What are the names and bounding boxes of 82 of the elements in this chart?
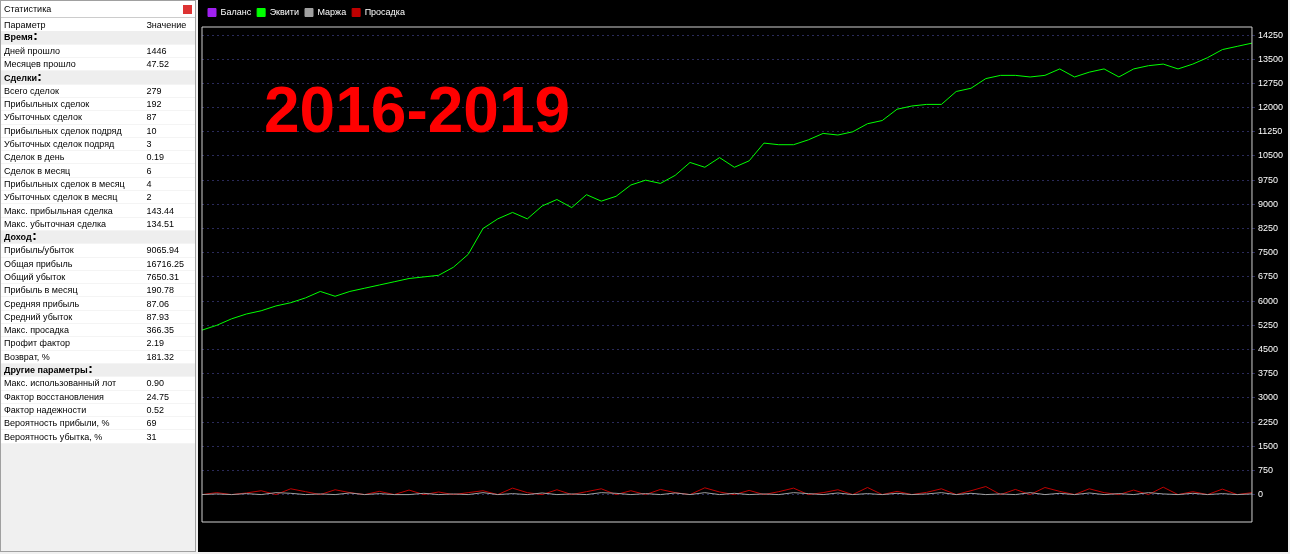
y-tick-label: 13500	[1257, 53, 1283, 64]
text: 16716.25	[146, 258, 184, 269]
y-tick-label: 8250	[1257, 223, 1278, 234]
text: 87	[146, 112, 157, 123]
category-label: Прибыльных сделок подряд	[3, 124, 123, 138]
y-tick-label: 1500	[1257, 440, 1278, 451]
category-label: Общий убыток	[3, 271, 67, 284]
category-label: Средняя прибыль	[3, 297, 81, 311]
y-tick-label: 10500	[1257, 150, 1283, 161]
text: 181.32	[146, 351, 174, 362]
y-tick-label: 9000	[1257, 198, 1278, 209]
text: 6	[146, 165, 152, 176]
category-label: Убыточных сделок	[3, 111, 83, 125]
text: 3	[146, 139, 152, 150]
category-label: Макс. убыточная сделка	[3, 217, 108, 231]
text: 24.75	[146, 391, 169, 402]
y-tick-label: 12000	[1257, 102, 1283, 113]
category-label: Макс. прибыльная сделка	[3, 204, 114, 218]
annotation: 2016-2019	[264, 73, 571, 146]
y-tick-label: 3750	[1257, 368, 1278, 379]
text: Параметр	[3, 18, 47, 31]
category-label: Профит фактор	[3, 337, 71, 351]
legend-label: Эквити	[269, 6, 300, 17]
category-label: Месяцев прошло	[3, 58, 77, 71]
y-tick-label: 6000	[1257, 295, 1278, 306]
text: 1446	[146, 45, 167, 56]
text: 0.19	[146, 152, 164, 163]
y-tick-label: 7500	[1257, 247, 1278, 258]
category-label: Дней прошло	[3, 44, 62, 58]
text: Статистика	[4, 4, 53, 14]
text: 2.19	[146, 338, 164, 349]
y-tick-label: 2250	[1257, 416, 1278, 427]
text: 143.44	[146, 205, 174, 216]
text: 87.06	[146, 298, 169, 309]
category-label: Возврат, %	[3, 350, 51, 364]
legend-label: Просадка	[364, 6, 406, 17]
text: 69	[146, 418, 157, 429]
y-tick-label: 12750	[1257, 77, 1283, 88]
y-tick-label: 5250	[1257, 319, 1278, 330]
category-label: Прибыль в месяц	[3, 284, 79, 297]
text: 9065.94	[146, 245, 179, 256]
y-tick-label: 6750	[1257, 271, 1278, 282]
category-label: Средний убыток	[3, 310, 74, 324]
y-tick-label: 750	[1257, 464, 1273, 475]
text: 4	[146, 178, 152, 189]
text: 0.90	[146, 378, 164, 389]
text: 10	[146, 125, 157, 136]
text: 87.93	[146, 311, 169, 322]
legend-label: Маржа	[317, 6, 347, 17]
y-tick-label: 0	[1257, 489, 1263, 500]
category-label: Вероятность убытка, %	[3, 430, 104, 444]
category-label: Убыточных сделок подряд	[3, 138, 116, 151]
category-label: Прибыльных сделок в месяц	[3, 177, 126, 191]
y-tick-label: 14250	[1257, 29, 1283, 40]
category-label: Сделок в день	[3, 151, 66, 164]
text: 7650.31	[146, 271, 179, 282]
y-tick-label: 11250	[1257, 126, 1283, 137]
text: Значение	[145, 18, 188, 31]
category-label: Макс. просадка	[3, 324, 70, 337]
category-label: Вероятность прибыли, %	[3, 417, 111, 430]
category-label: Всего сделок	[3, 84, 60, 98]
text: 31	[146, 431, 157, 442]
category-label: Фактор восстановления	[3, 390, 105, 404]
text: 192	[146, 99, 162, 110]
category-label: Прибыльных сделок	[3, 98, 91, 111]
category-label: Общая прибыль	[3, 257, 74, 271]
category-label: Фактор надежности	[3, 403, 88, 417]
text: 47.52	[146, 59, 169, 70]
category-label: Убыточных сделок в месяц	[3, 191, 119, 204]
category-label: Макс. использованный лот	[3, 377, 118, 391]
text: 2	[146, 192, 152, 203]
text: 190.78	[146, 285, 174, 296]
y-tick-label: 3000	[1257, 392, 1278, 403]
text: 134.51	[146, 218, 174, 229]
category-label: Прибыль/убыток	[3, 244, 75, 258]
category-label: Сделок в месяц	[3, 164, 72, 178]
text: 279	[146, 85, 162, 96]
text: 0.52	[146, 404, 164, 415]
y-tick-label: 4500	[1257, 343, 1278, 354]
y-tick-label: 9750	[1257, 174, 1278, 185]
legend-label: Баланс	[220, 6, 252, 17]
text: 366.35	[146, 325, 174, 336]
